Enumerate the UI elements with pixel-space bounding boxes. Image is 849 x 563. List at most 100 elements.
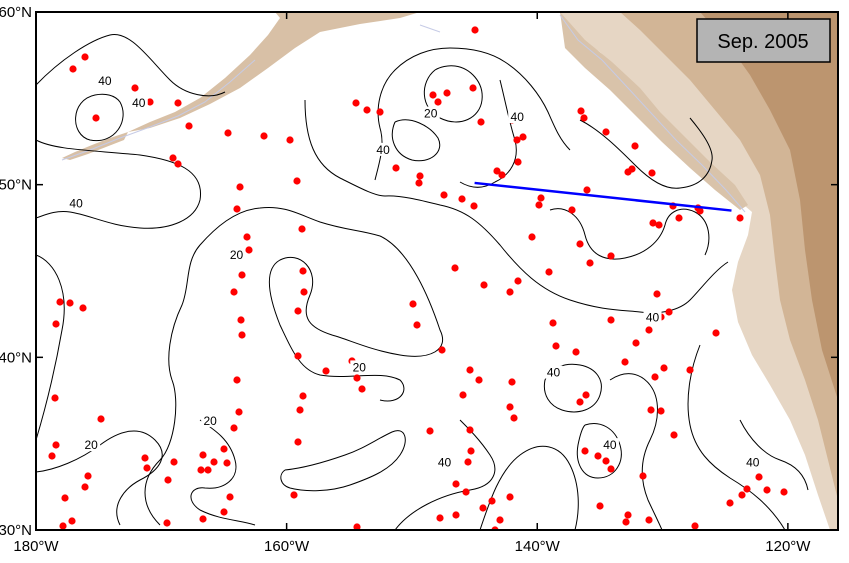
station-marker <box>576 398 584 406</box>
contour-line <box>280 430 406 492</box>
station-marker <box>576 240 584 248</box>
station-marker <box>392 164 400 172</box>
station-marker <box>493 167 501 175</box>
station-marker <box>81 483 89 491</box>
station-marker <box>143 464 151 472</box>
contour-label-bg <box>67 196 86 210</box>
contour-label: 40 <box>438 455 452 469</box>
date-badge-label: Sep. 2005 <box>717 31 808 53</box>
contour-label-bg <box>129 96 148 110</box>
station-marker <box>79 304 87 312</box>
station-marker <box>294 307 302 315</box>
station-marker <box>174 160 182 168</box>
station-marker <box>602 457 610 465</box>
station-marker <box>537 194 545 202</box>
station-marker <box>607 465 615 473</box>
station-marker <box>298 225 306 233</box>
station-marker <box>458 195 466 203</box>
station-marker <box>322 367 330 375</box>
station-marker <box>68 517 76 525</box>
station-marker <box>434 98 442 106</box>
station-marker <box>245 246 253 254</box>
contour-label: 40 <box>69 196 83 210</box>
contour-line <box>190 419 256 526</box>
station-marker <box>440 191 448 199</box>
station-marker <box>230 424 238 432</box>
contour-line <box>36 254 65 441</box>
station-marker <box>92 114 100 122</box>
contour-label: 40 <box>603 438 617 452</box>
lon-tick-label: 140°W <box>515 538 561 555</box>
contour-line <box>549 208 710 260</box>
station-marker <box>477 118 485 126</box>
station-marker <box>296 406 304 414</box>
station-marker <box>459 391 467 399</box>
station-marker <box>466 426 474 434</box>
contour-line <box>304 99 729 314</box>
station-marker <box>48 452 56 460</box>
station-marker <box>582 391 590 399</box>
station-marker <box>299 392 307 400</box>
station-marker <box>657 407 665 415</box>
date-badge: Sep. 2005 <box>696 18 831 63</box>
station-marker <box>169 154 177 162</box>
contour-label: 20 <box>353 360 367 374</box>
station-marker <box>353 523 361 530</box>
station-marker <box>415 179 423 187</box>
lon-tick-label: 120°W <box>765 538 811 555</box>
axis-tick-labels: 180°W 160°W 140°W 120°W 30°N 40°N 50°N 60°N <box>0 4 811 555</box>
station-marker <box>686 366 694 374</box>
coastal-islands <box>560 12 748 210</box>
contour-label-bg <box>544 365 563 379</box>
station-marker <box>243 233 251 241</box>
station-marker <box>712 329 720 337</box>
station-marker <box>496 516 504 524</box>
contour-label-bg <box>82 438 101 452</box>
station-marker <box>352 99 360 107</box>
station-marker <box>204 466 212 474</box>
station-marker <box>506 493 514 501</box>
station-marker <box>655 221 663 229</box>
station-marker <box>226 493 234 501</box>
station-marker <box>443 89 451 97</box>
station-marker <box>236 183 244 191</box>
station-marker <box>510 414 518 422</box>
station-marker <box>653 290 661 298</box>
station-marker <box>59 522 67 530</box>
station-marker <box>56 298 64 306</box>
station-marker <box>506 403 514 411</box>
contour-line <box>36 430 163 526</box>
station-marker <box>170 458 178 466</box>
station-marker <box>602 128 610 136</box>
station-marker <box>238 271 246 279</box>
station-marker <box>224 129 232 137</box>
station-marker <box>475 376 483 384</box>
station-marker <box>230 288 238 296</box>
contour-line <box>576 423 622 479</box>
station-marker <box>624 511 632 519</box>
station-marker <box>220 508 228 516</box>
station-marker <box>670 431 678 439</box>
shelf-outline <box>61 14 746 213</box>
map-plot-area: 40 40 40 20 20 20 20 20 40 40 40 40 40 40 40 <box>36 12 838 530</box>
station-marker <box>451 264 459 272</box>
station-marker <box>84 472 92 480</box>
station-markers <box>48 26 788 530</box>
station-marker <box>260 132 268 140</box>
station-marker <box>141 454 149 462</box>
station-marker <box>69 65 77 73</box>
station-marker <box>632 339 640 347</box>
station-marker <box>97 415 105 423</box>
station-marker <box>235 408 243 416</box>
station-marker <box>462 488 470 496</box>
station-marker <box>580 114 588 122</box>
station-marker <box>479 504 487 512</box>
station-marker <box>763 486 771 494</box>
contour-line <box>36 34 226 97</box>
station-marker <box>607 316 615 324</box>
station-marker <box>174 99 182 107</box>
station-marker <box>586 259 594 267</box>
contour-label-bg <box>374 142 393 156</box>
station-marker <box>220 445 228 453</box>
station-marker <box>572 348 580 356</box>
